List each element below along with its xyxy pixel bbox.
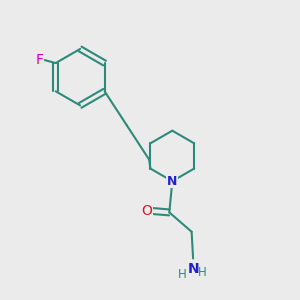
Text: N: N: [167, 175, 178, 188]
Text: F: F: [35, 53, 44, 67]
Text: O: O: [142, 204, 152, 218]
Text: H: H: [177, 268, 186, 281]
Text: H: H: [198, 266, 206, 279]
Text: N: N: [187, 262, 199, 276]
